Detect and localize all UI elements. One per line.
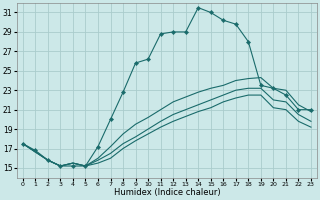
X-axis label: Humidex (Indice chaleur): Humidex (Indice chaleur) (114, 188, 220, 197)
